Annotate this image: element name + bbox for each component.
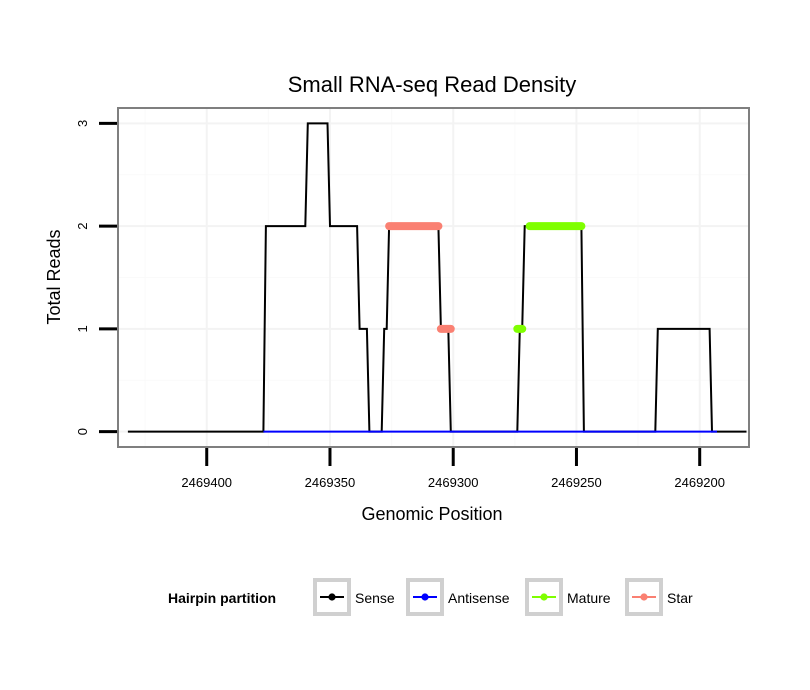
legend: Hairpin partition Sense Antisense Mature St… (168, 578, 693, 616)
legend-dot-sense (328, 593, 336, 601)
x-tick-label: 2469250 (551, 475, 602, 490)
x-tick-label: 2469350 (305, 475, 356, 490)
x-axis: 2469400 2469350 2469300 2469250 2469200 (181, 448, 725, 490)
x-tick-label: 2469200 (674, 475, 725, 490)
y-tick-label: 2 (75, 223, 90, 230)
x-tick-label: 2469400 (181, 475, 232, 490)
y-tick-label: 3 (75, 120, 90, 127)
plot-border (117, 107, 750, 448)
y-axis: 0 1 2 3 (75, 120, 117, 435)
legend-label-star: Star (667, 590, 693, 606)
legend-label-antisense: Antisense (448, 590, 510, 606)
legend-dot-star (640, 593, 648, 601)
legend-label-sense: Sense (355, 590, 395, 606)
y-tick-label: 0 (75, 428, 90, 435)
legend-label-mature: Mature (567, 590, 611, 606)
series-layer (127, 122, 747, 433)
legend-dot-antisense (421, 593, 429, 601)
x-axis-title: Genomic Position (361, 504, 502, 524)
legend-title: Hairpin partition (168, 590, 276, 606)
legend-dot-mature (540, 593, 548, 601)
chart-title: Small RNA-seq Read Density (288, 72, 577, 97)
y-tick-label: 1 (75, 325, 90, 332)
y-axis-title: Total Reads (44, 229, 64, 324)
x-tick-label: 2469300 (428, 475, 479, 490)
